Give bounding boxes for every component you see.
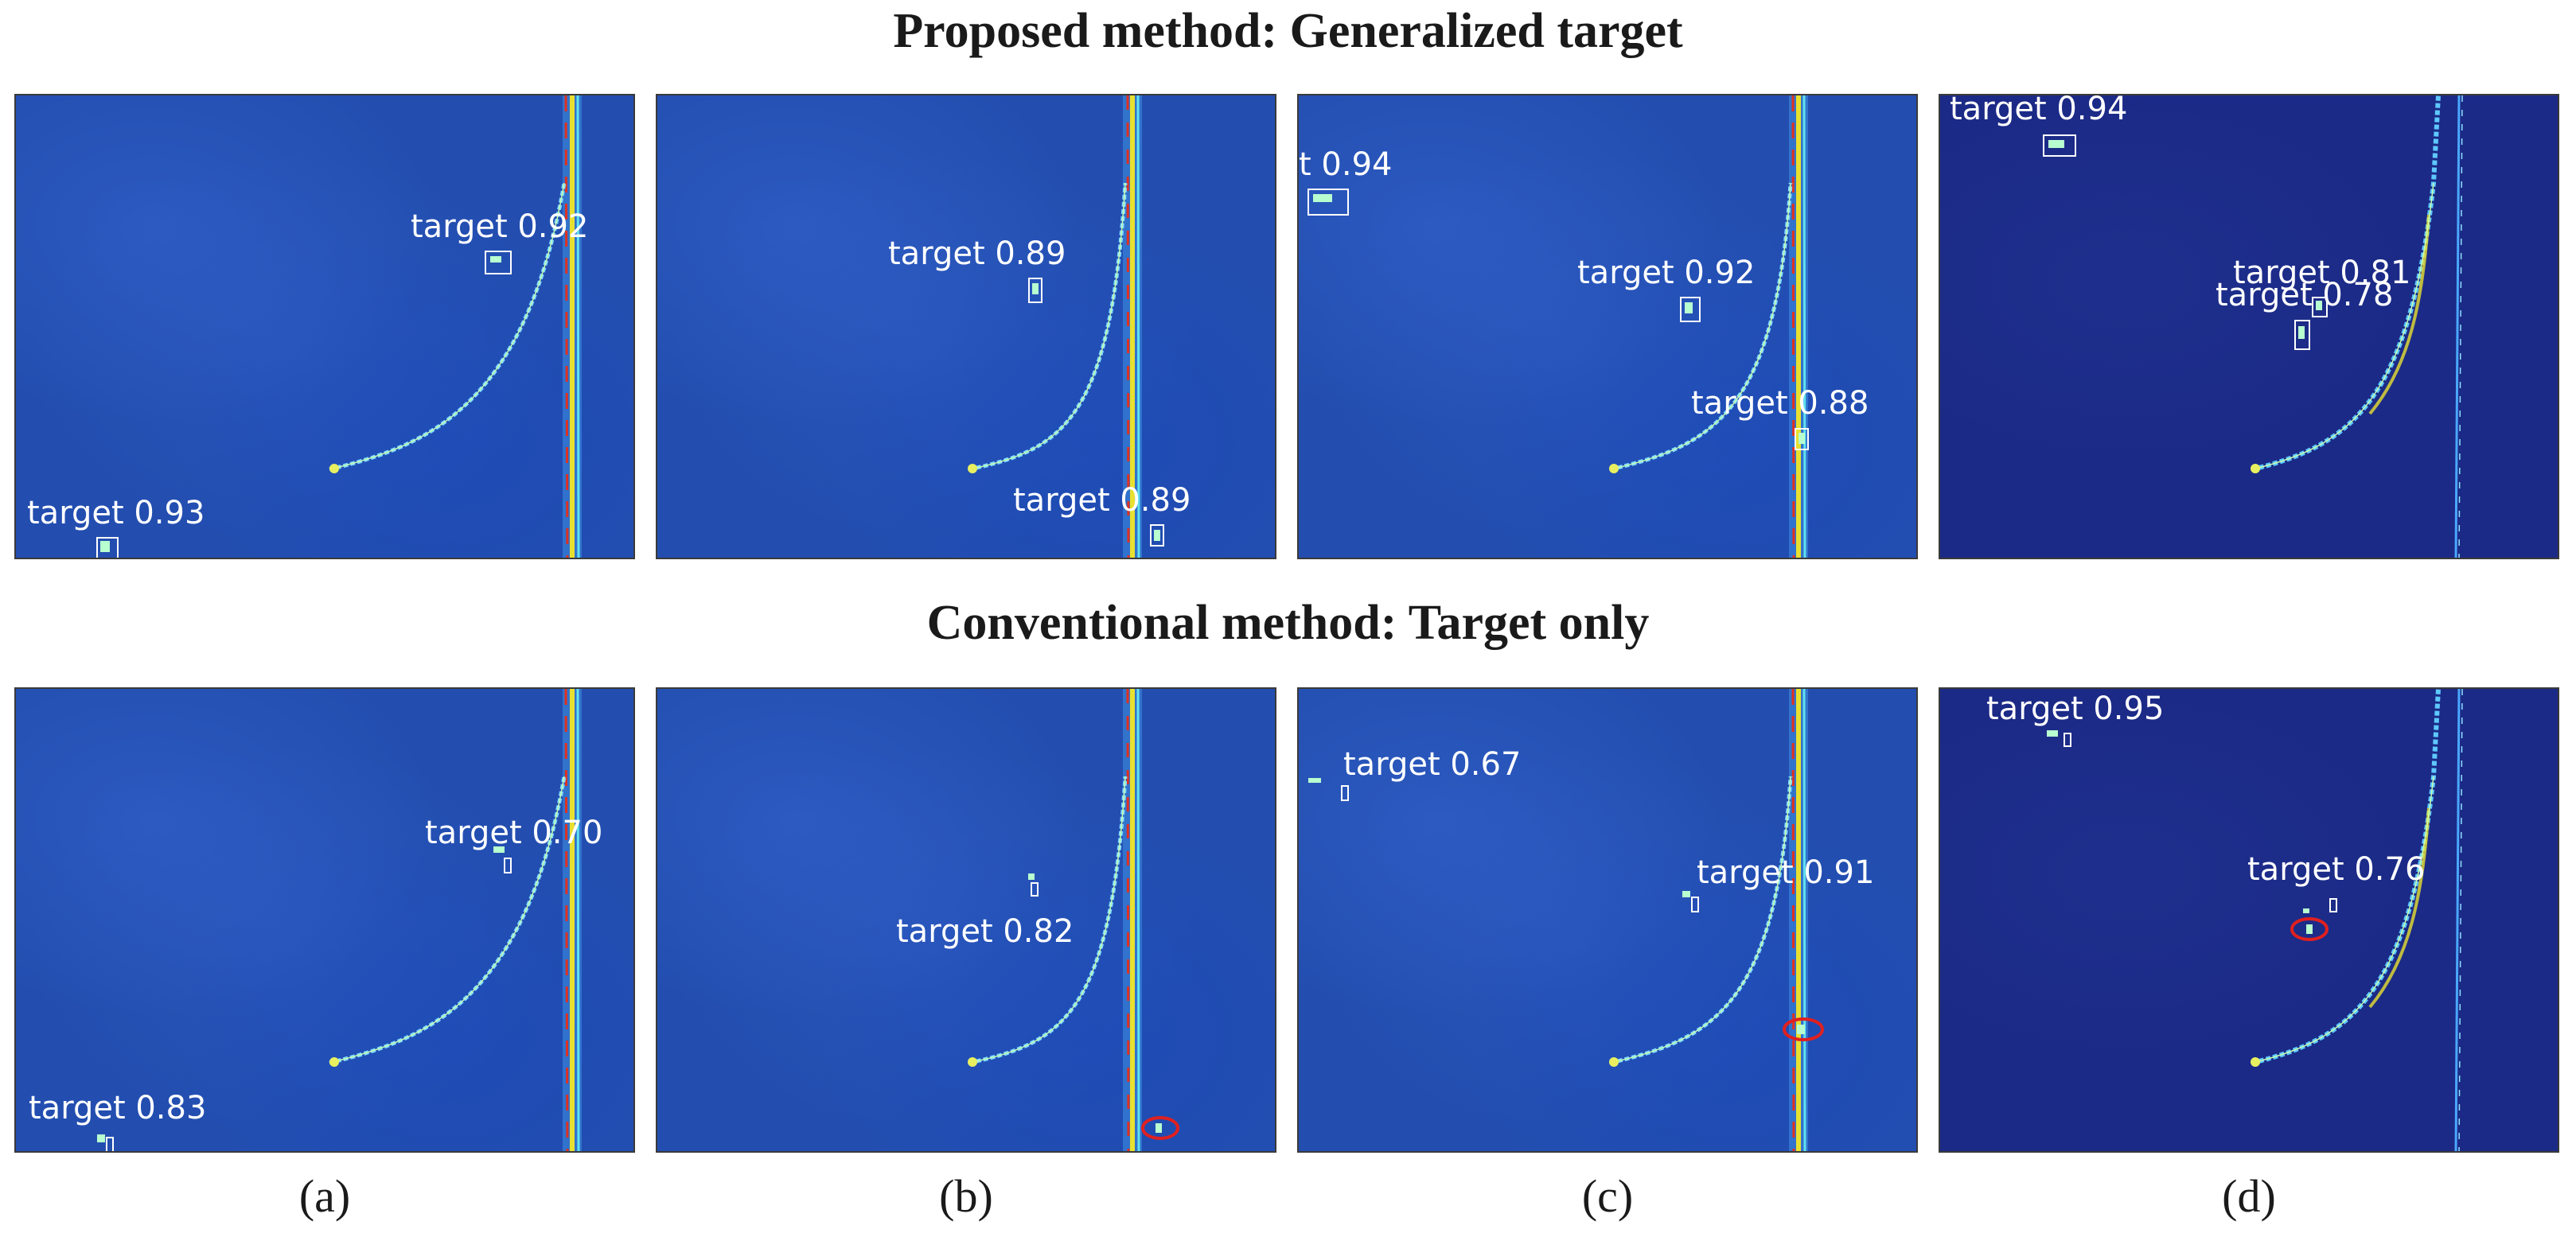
panel-proposed-d: target 0.94 target 0.81 target 0.78 bbox=[1939, 94, 2559, 559]
detection-box bbox=[2043, 134, 2076, 157]
detection-box bbox=[485, 251, 512, 274]
detection-label: target 0.93 bbox=[27, 495, 205, 531]
detection-label: target 0.92 bbox=[1577, 255, 1755, 291]
detection-box bbox=[2064, 733, 2071, 747]
detection-label: target 0.70 bbox=[425, 815, 602, 851]
detection-box bbox=[1031, 882, 1039, 897]
detection-box bbox=[2312, 297, 2328, 317]
heading-conventional-method: Conventional method: Target only bbox=[926, 596, 1650, 650]
detection-label: target 0.83 bbox=[29, 1090, 206, 1126]
missed-target-marker bbox=[1783, 1017, 1824, 1041]
panel-proposed-b: target 0.89 target 0.89 bbox=[656, 94, 1276, 559]
detection-label: target 0.91 bbox=[1697, 854, 1874, 891]
detection-box bbox=[1795, 428, 1809, 450]
panel-conventional-b: target 0.82 bbox=[656, 687, 1276, 1153]
caption-b: (b) bbox=[939, 1170, 993, 1222]
detection-box bbox=[1028, 278, 1042, 303]
detection-label: target 0.92 bbox=[411, 208, 588, 245]
detection-box bbox=[96, 537, 119, 558]
detection-box bbox=[2294, 320, 2310, 350]
detection-label: target 0.88 bbox=[1691, 385, 1869, 422]
panel-proposed-c: t 0.94 target 0.92 target 0.88 bbox=[1297, 94, 1918, 559]
detection-label: target 0.67 bbox=[1343, 746, 1521, 783]
panel-conventional-d: target 0.95 target 0.76 bbox=[1939, 687, 2559, 1153]
detection-box bbox=[1307, 189, 1349, 216]
detection-label: target 0.95 bbox=[1986, 691, 2164, 727]
heading-proposed-method: Proposed method: Generalized target bbox=[893, 4, 1683, 58]
detection-label: target 0.94 bbox=[1950, 95, 2127, 127]
missed-target-marker bbox=[2290, 917, 2329, 941]
detection-box bbox=[504, 858, 512, 873]
detection-box bbox=[106, 1137, 114, 1151]
detection-label: target 0.81 bbox=[2233, 255, 2410, 291]
caption-d: (d) bbox=[2222, 1170, 2276, 1222]
panel-conventional-c: target 0.67 target 0.91 bbox=[1297, 687, 1918, 1153]
detection-label: target 0.78 bbox=[2216, 277, 2393, 313]
caption-c: (c) bbox=[1581, 1170, 1634, 1222]
detection-label: target 0.76 bbox=[2247, 851, 2425, 888]
panel-proposed-a: target 0.92 target 0.93 bbox=[14, 94, 635, 559]
detection-box bbox=[1691, 897, 1699, 912]
detection-box bbox=[1680, 297, 1701, 322]
panel-conventional-a: target 0.70 target 0.83 bbox=[14, 687, 635, 1153]
detection-label: t 0.94 bbox=[1299, 146, 1392, 183]
detection-label: target 0.82 bbox=[896, 913, 1074, 950]
detection-label: target 0.89 bbox=[1013, 482, 1191, 519]
detection-label: target 0.89 bbox=[888, 235, 1066, 272]
detection-box bbox=[2329, 898, 2337, 912]
caption-a: (a) bbox=[298, 1170, 351, 1222]
detection-box bbox=[1150, 524, 1164, 547]
missed-target-marker bbox=[1141, 1116, 1179, 1140]
detection-box bbox=[1341, 785, 1349, 801]
